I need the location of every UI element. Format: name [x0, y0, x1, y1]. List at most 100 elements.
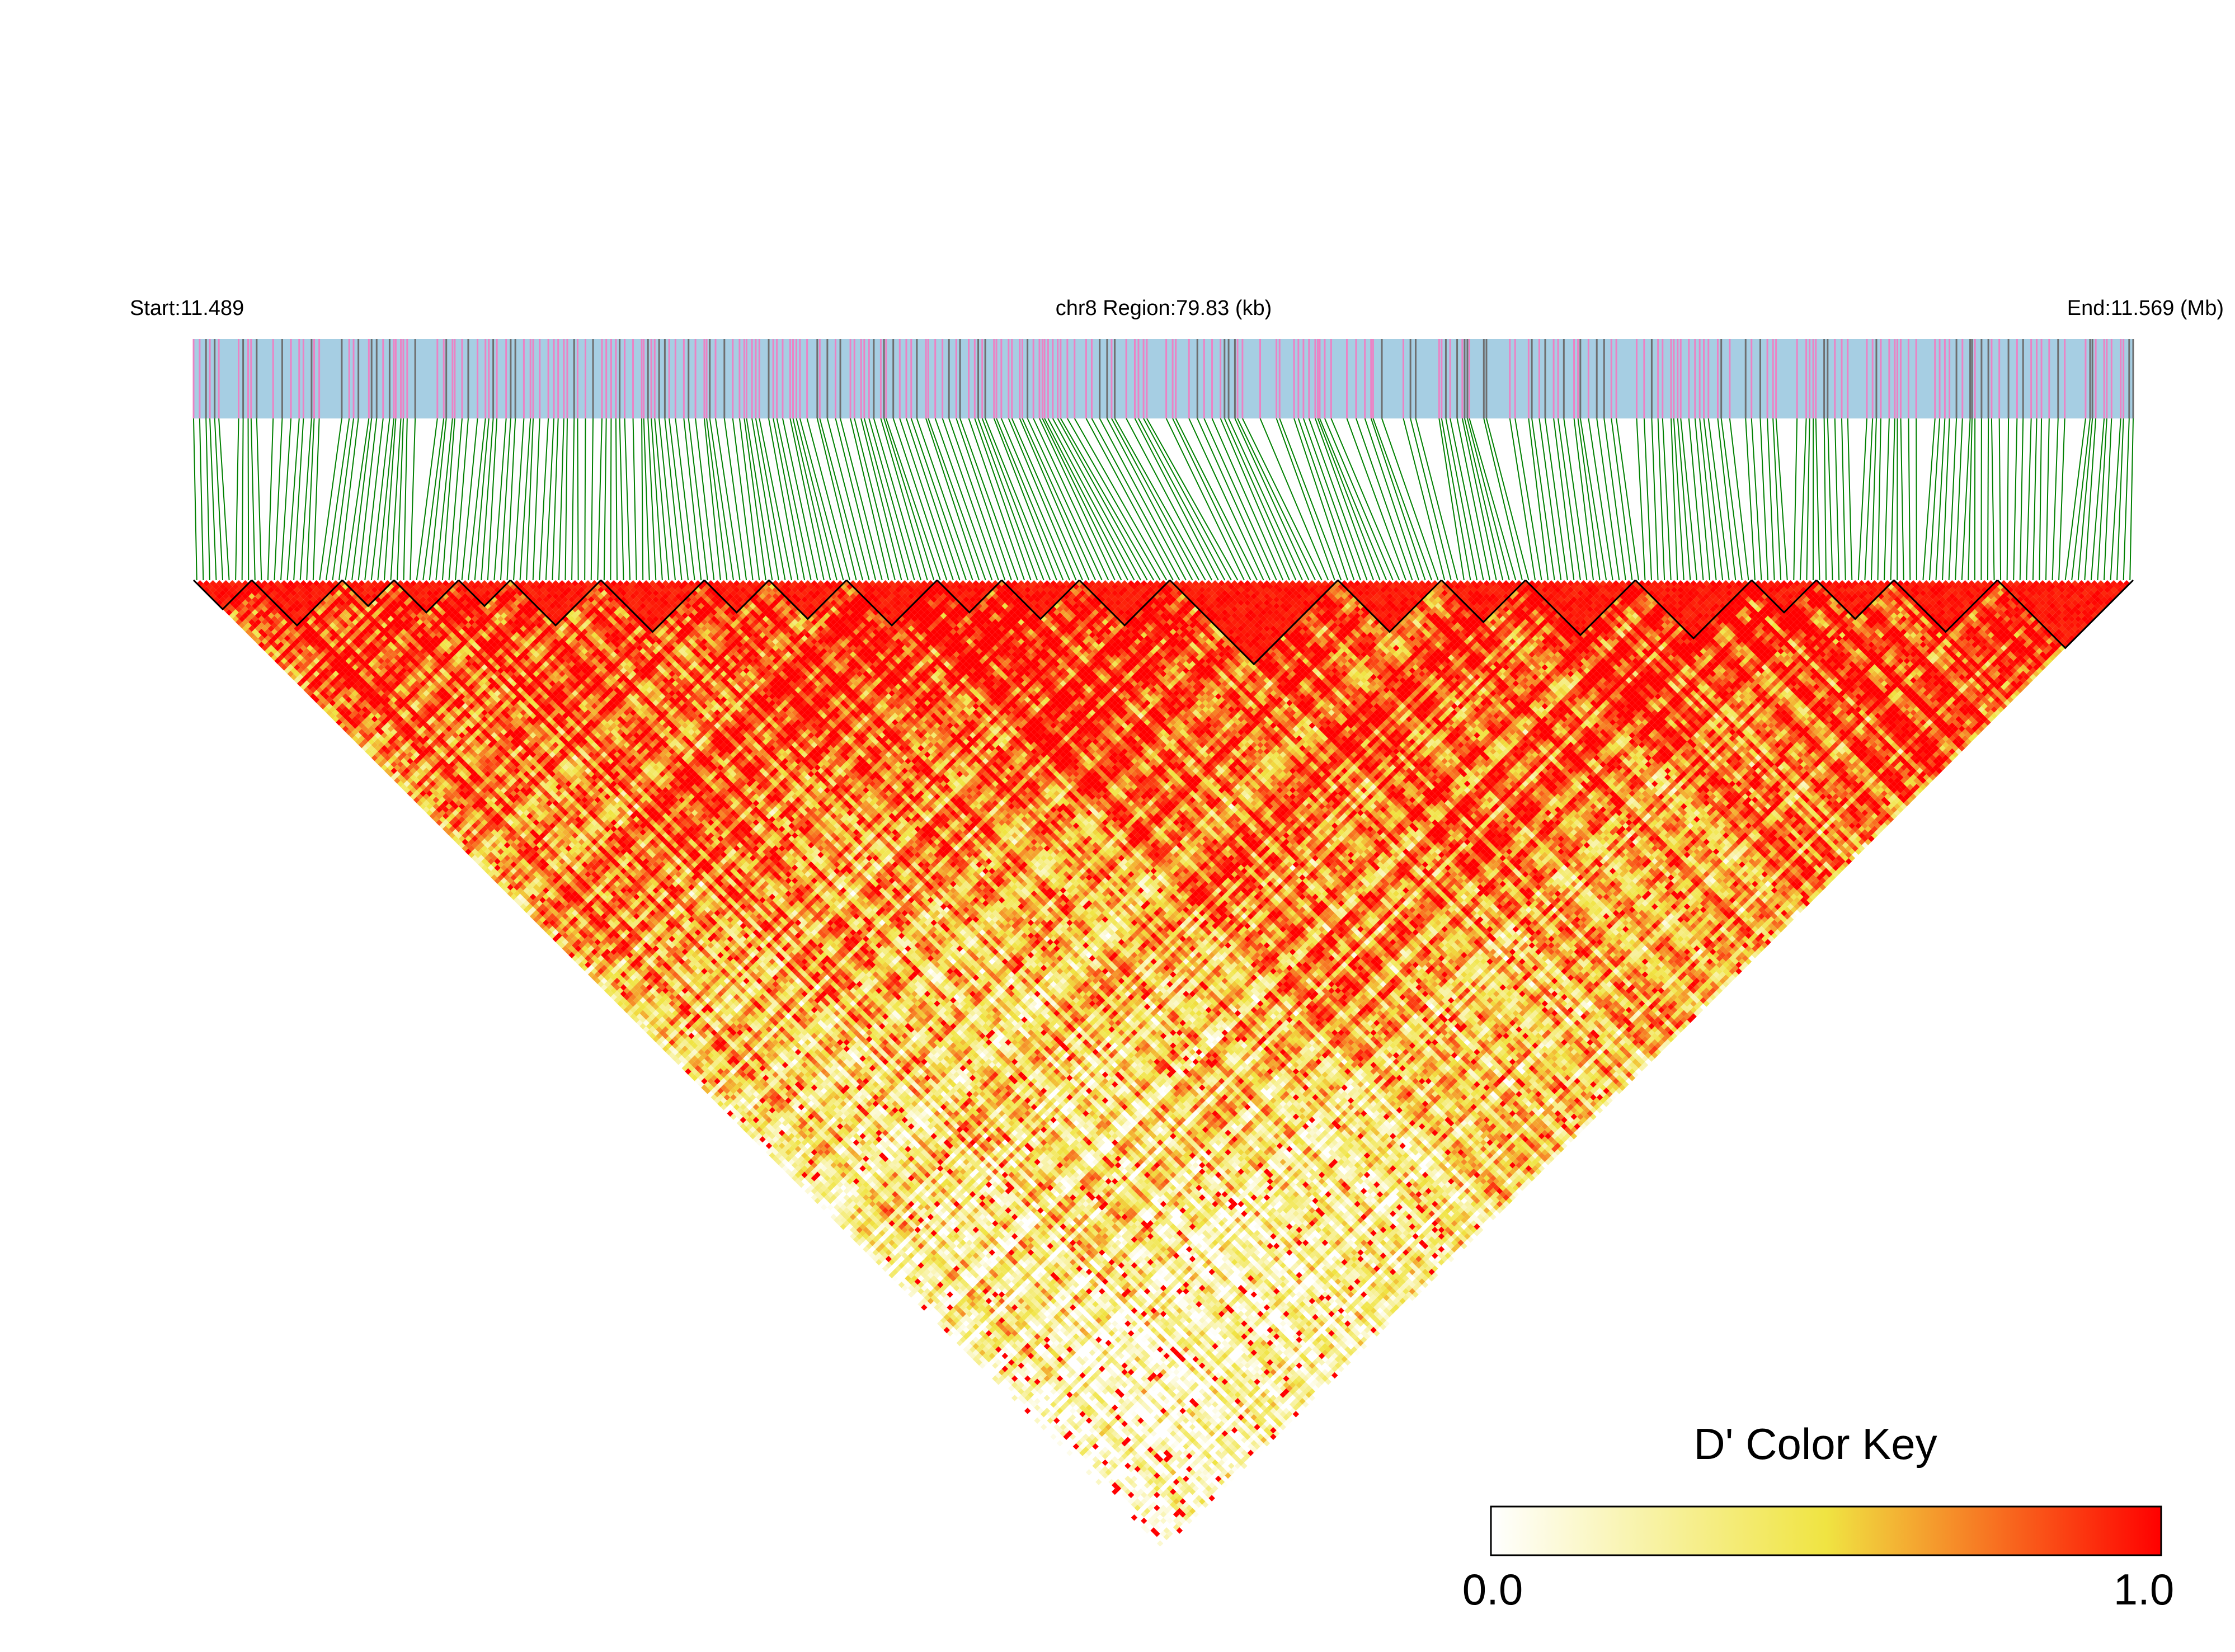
ld-cell	[394, 777, 401, 784]
snp-connector	[868, 418, 915, 581]
snp-connector	[632, 418, 637, 581]
snp-connector	[1297, 418, 1355, 581]
snp-connector	[1948, 418, 1958, 581]
snp-connector	[1450, 418, 1484, 581]
snp-connector	[1759, 418, 1769, 581]
snp-connector	[1955, 418, 1963, 581]
snp-connector	[615, 418, 618, 581]
ld-cell	[749, 1126, 756, 1133]
snp-connector	[1767, 418, 1775, 581]
snp-connector	[2071, 418, 2091, 581]
ld-cell	[274, 657, 281, 665]
snp-connector	[1456, 418, 1491, 581]
snp-connector	[776, 418, 812, 581]
snp-connector	[2019, 418, 2024, 581]
snp-connector	[1558, 418, 1581, 581]
snp-connector	[1573, 418, 1594, 581]
snp-connector	[1815, 418, 1820, 581]
snp-connector	[956, 418, 1012, 581]
snp-connector	[647, 418, 657, 581]
snp-connector	[1279, 418, 1342, 581]
snp-connector	[2084, 418, 2097, 581]
snp-connector	[590, 418, 594, 581]
ld-cell	[627, 1010, 633, 1017]
ld-cell	[206, 590, 213, 596]
snp-connector	[1403, 418, 1446, 581]
snp-connector	[1847, 418, 1853, 581]
ld-cell	[597, 981, 604, 988]
snp-connector	[1228, 418, 1303, 581]
snp-connector	[293, 418, 304, 581]
snp-connector	[1469, 418, 1517, 581]
snp-connector	[2129, 418, 2134, 581]
ld-cell	[720, 1104, 727, 1110]
snp-connector	[383, 418, 397, 581]
snp-connector	[1877, 418, 1881, 581]
snp-connector	[2045, 418, 2050, 581]
snp-connector	[370, 418, 390, 581]
snp-connector	[319, 418, 342, 581]
snp-connector	[1175, 418, 1258, 581]
ld-cell	[869, 1246, 876, 1253]
ld-cell	[468, 845, 475, 852]
snp-connector	[985, 418, 1051, 581]
snp-connector	[1324, 418, 1394, 581]
snp-connector	[1067, 418, 1161, 581]
snp-connector	[1991, 418, 1995, 581]
snp-connector	[1047, 418, 1135, 581]
snp-connector	[1346, 418, 1406, 581]
snp-connector	[1680, 418, 1697, 581]
snp-connector	[1372, 418, 1433, 581]
snp-connector	[532, 418, 540, 581]
snp-connector	[345, 418, 370, 581]
ld-cell	[484, 868, 491, 874]
snp-connector	[1751, 418, 1762, 581]
ld-cell	[901, 1284, 909, 1292]
snp-connector	[1799, 418, 1807, 581]
snp-connector	[703, 418, 721, 581]
snp-connector	[1703, 418, 1724, 581]
snp-connector	[1745, 418, 1756, 581]
ld-cell	[500, 884, 507, 891]
snp-connector	[840, 418, 883, 581]
snp-connector	[709, 418, 734, 581]
ld-cell	[316, 699, 323, 707]
snp-connector	[1616, 418, 1639, 581]
end-label: End:11.569 (Mb)	[2067, 296, 2224, 320]
ld-cell	[407, 790, 413, 797]
snp-connector	[773, 418, 806, 581]
snp-connector	[2058, 418, 2065, 581]
snp-connector	[850, 418, 890, 581]
snp-connector	[993, 418, 1057, 581]
snp-connector	[1370, 418, 1426, 581]
snp-connector	[641, 418, 644, 581]
ld-cell	[930, 1314, 938, 1321]
ld-cell	[558, 935, 566, 943]
ld-cell	[869, 1252, 876, 1259]
snp-connector	[746, 418, 773, 581]
snp-connector	[996, 418, 1064, 581]
snp-connector	[306, 418, 315, 581]
snp-connector	[351, 418, 373, 581]
snp-connector	[1677, 418, 1691, 581]
snp-connector	[487, 418, 498, 581]
snp-connector	[1827, 418, 1833, 581]
snp-connector	[274, 418, 283, 581]
snp-connector	[1415, 418, 1458, 581]
snp-connector	[796, 418, 837, 581]
snp-position-track	[192, 339, 2134, 418]
ld-cell	[688, 1071, 695, 1078]
ld-cell	[361, 745, 369, 752]
snp-connector	[759, 418, 792, 581]
snp-connector	[2090, 418, 2105, 581]
ld-cell	[1083, 1459, 1089, 1466]
snp-connector	[1224, 418, 1297, 581]
snp-connector	[2052, 418, 2059, 581]
snp-connector	[706, 418, 728, 581]
snp-connector	[768, 418, 799, 581]
snp-connector	[1146, 418, 1239, 581]
snp-connector	[1211, 418, 1284, 581]
snp-connector	[819, 418, 864, 581]
ld-cell	[762, 1139, 769, 1146]
snp-connector	[1870, 418, 1877, 581]
